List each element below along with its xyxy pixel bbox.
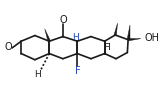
Polygon shape — [127, 25, 130, 40]
Polygon shape — [45, 29, 51, 41]
Text: H: H — [72, 33, 78, 42]
Text: O: O — [5, 42, 12, 52]
Text: F: F — [75, 66, 81, 76]
Text: O: O — [59, 15, 67, 25]
Polygon shape — [128, 38, 141, 41]
Text: OH: OH — [145, 33, 160, 43]
Text: H̅: H̅ — [103, 43, 109, 52]
Polygon shape — [114, 23, 118, 35]
Text: H: H — [34, 70, 41, 79]
